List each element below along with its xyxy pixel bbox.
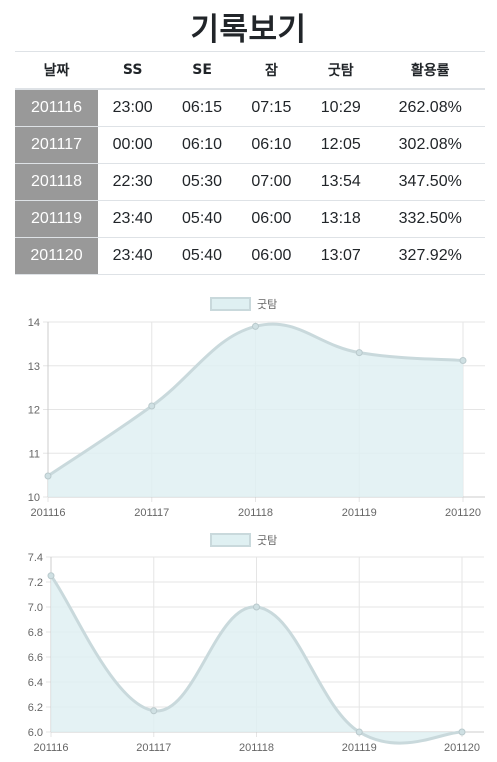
table-header-row: 날짜 SS SE 잠 굿탐 활용률 (15, 51, 485, 90)
data-point[interactable] (459, 357, 467, 364)
usage-rate-cell: 332.50% (375, 200, 485, 238)
se-cell: 05:40 (167, 237, 237, 275)
se-cell: 06:10 (167, 126, 237, 164)
data-point[interactable] (253, 603, 260, 611)
legend-label[interactable]: 굿탐 (257, 534, 277, 547)
y-tick-label: 14 (28, 317, 40, 329)
usage-rate-cell: 262.08% (375, 88, 485, 127)
data-point[interactable] (252, 322, 259, 330)
table-row[interactable]: 201116 23:00 06:15 07:15 10:29 262.08% (15, 88, 485, 127)
data-point[interactable] (355, 728, 363, 736)
legend-swatch[interactable] (210, 533, 251, 547)
ss-cell: 23:00 (98, 88, 168, 127)
y-tick-label: 11 (29, 448, 40, 460)
ss-cell: 23:40 (98, 200, 168, 238)
data-point[interactable] (355, 349, 363, 357)
goodtime-cell: 13:07 (306, 237, 376, 275)
series-line (49, 574, 463, 745)
x-tick-label: 201120 (444, 742, 480, 754)
legend-label[interactable]: 굿탐 (257, 298, 277, 311)
data-point[interactable] (44, 472, 52, 480)
y-tick-label: 6.2 (28, 702, 43, 714)
column-header-sleep: 잠 (236, 51, 307, 90)
usage-rate-cell: 347.50% (375, 163, 485, 201)
sleep-cell: 07:15 (236, 88, 307, 127)
x-tick-label: 201116 (30, 507, 65, 519)
x-tick-label: 201117 (136, 742, 171, 754)
goodtime-chart-bottom[interactable]: 굿탐 6.0 6.2 6.4 6.6 6.8 7.0 7.2 7.4 201116 201117 20… (0, 528, 497, 760)
y-tick-label: 12 (28, 405, 40, 417)
goodtime-cell: 13:54 (306, 163, 376, 201)
column-header-ss: SS (98, 51, 168, 90)
column-header-date: 날짜 (15, 51, 98, 90)
y-tick-label: 6.0 (28, 727, 43, 739)
x-tick-label: 201116 (33, 742, 68, 754)
series-area-fill (48, 324, 463, 497)
usage-rate-cell: 327.92% (375, 237, 485, 275)
data-point[interactable] (150, 707, 158, 715)
table-row[interactable]: 201117 00:00 06:10 06:10 12:05 302.08% (15, 126, 485, 164)
x-tick-label: 201118 (238, 507, 273, 519)
goodtime-cell: 10:29 (306, 88, 376, 127)
x-tick-label: 201120 (445, 507, 481, 519)
se-cell: 05:40 (167, 200, 237, 238)
y-tick-label: 10 (28, 492, 40, 504)
column-header-usage-rate: 활용률 (375, 51, 485, 90)
records-table: 날짜 SS SE 잠 굿탐 활용률 201116 23:00 06:15 07:… (15, 51, 485, 275)
date-cell[interactable]: 201117 (15, 126, 98, 164)
y-tick-label: 7.4 (28, 552, 43, 564)
se-cell: 05:30 (167, 163, 237, 201)
sleep-cell: 07:00 (236, 163, 307, 201)
goodtime-cell: 13:18 (306, 200, 376, 238)
y-tick-label: 6.8 (28, 627, 43, 639)
ss-cell: 22:30 (98, 163, 168, 201)
data-point[interactable] (47, 572, 55, 580)
x-tick-label: 201118 (239, 742, 274, 754)
usage-rate-cell: 302.08% (375, 126, 485, 164)
column-header-goodtime: 굿탐 (306, 51, 376, 90)
column-header-se: SE (167, 51, 237, 90)
ss-cell: 23:40 (98, 237, 168, 275)
y-tick-label: 13 (28, 361, 40, 373)
page-title: 기록보기 (190, 12, 307, 48)
y-tick-label: 6.6 (28, 652, 43, 664)
goodtime-cell: 12:05 (306, 126, 376, 164)
se-cell: 06:15 (167, 88, 237, 127)
table-row[interactable]: 201119 23:40 05:40 06:00 13:18 332.50% (15, 200, 485, 238)
x-tick-label: 201119 (342, 507, 377, 519)
date-cell[interactable]: 201116 (15, 88, 98, 127)
table-row[interactable]: 201120 23:40 05:40 06:00 13:07 327.92% (15, 237, 485, 275)
goodtime-chart-top[interactable]: 굿탐 10 11 12 13 14 201116 201117 201118 201119 2011… (0, 292, 497, 524)
data-point[interactable] (458, 728, 466, 736)
y-tick-label: 6.4 (28, 677, 43, 689)
ss-cell: 00:00 (98, 126, 168, 164)
sleep-cell: 06:10 (236, 126, 307, 164)
date-cell[interactable]: 201118 (15, 163, 98, 201)
sleep-cell: 06:00 (236, 200, 307, 238)
series-area-fill (51, 575, 462, 744)
y-tick-label: 7.2 (28, 577, 43, 589)
table-row[interactable]: 201118 22:30 05:30 07:00 13:54 347.50% (15, 163, 485, 201)
date-cell[interactable]: 201120 (15, 237, 98, 275)
sleep-cell: 06:00 (236, 237, 307, 275)
x-tick-label: 201119 (342, 742, 377, 754)
data-point[interactable] (148, 402, 156, 410)
x-tick-label: 201117 (134, 507, 169, 519)
y-tick-label: 7.0 (28, 602, 43, 614)
date-cell[interactable]: 201119 (15, 200, 98, 238)
legend-swatch[interactable] (210, 297, 251, 311)
